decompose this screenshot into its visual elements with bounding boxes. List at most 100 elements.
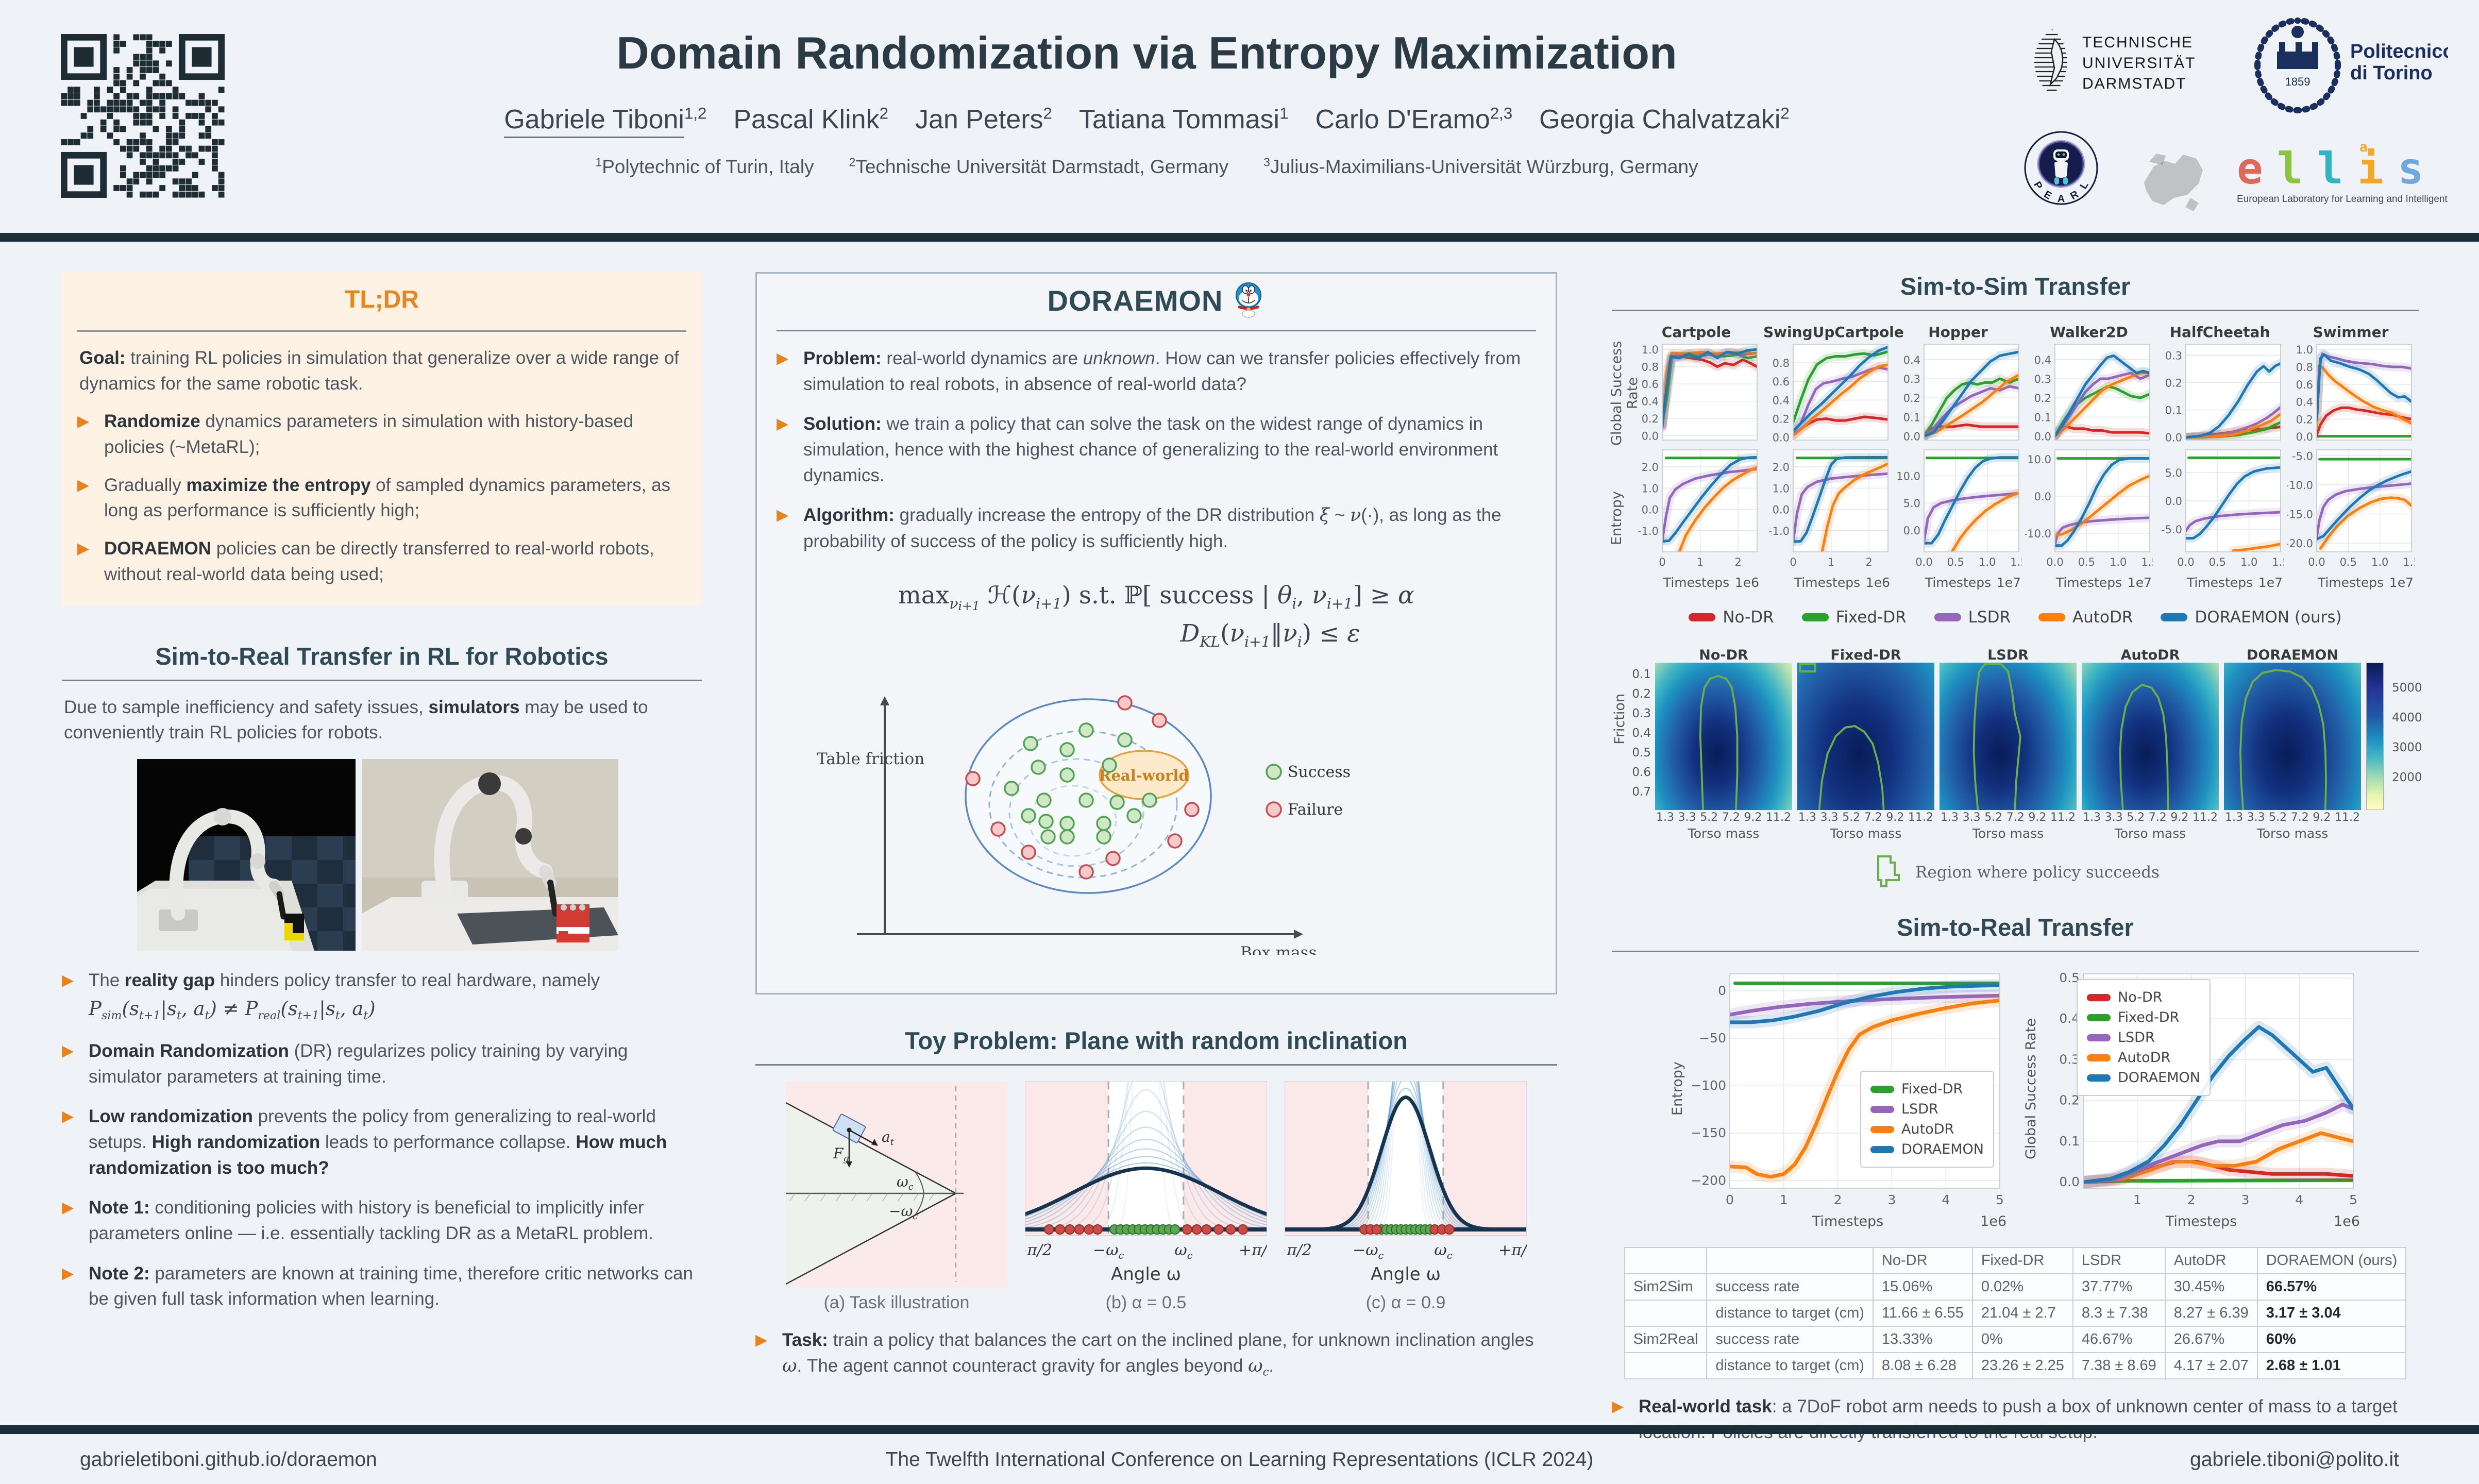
distribution-plot-alpha-09: −π/2 −ωc ωc +π/2 Angle ω [1274,1081,1537,1290]
table-row: Sim2Real success rate 13.33% 0% 46.67% 26.67%… [1624,1326,2407,1353]
region-legend-label: Region where policy succeeds [1915,863,2160,882]
heatmap-title: Fixed-DR [1830,647,1901,663]
svg-text:5: 5 [1996,1192,2004,1207]
robotics-intro: Due to sample inefficiency and safety is… [64,697,648,743]
svg-text:1.5: 1.5 [2010,556,2022,568]
section-title: Sim-to-Real Transfer in RL for Robotics [155,642,609,670]
svg-text:ωc: ωc [1174,1241,1192,1261]
contact-email: gabriele.tiboni@polito.it [2190,1448,2399,1471]
svg-text:0.4: 0.4 [1642,396,1659,408]
svg-text:i: i [2357,143,2384,194]
heatmap-lsdr: LSDR 1.3 3.3 5.2 7.2 9.2 11.2 Torso mass [1940,647,2077,841]
svg-text:0.2: 0.2 [2296,413,2313,426]
env-column-swimmer: Swimmer 0.0 0.2 0.4 0.6 0.8 1.0 -20.0 -15.0 -10.0… [2285,324,2420,590]
distribution-plot-alpha-05: −π/2 −ωc ωc +π/2 Angle ω [1014,1081,1277,1290]
svg-text:0.8: 0.8 [1773,357,1790,369]
svg-text:10.0: 10.0 [2027,453,2051,466]
svg-text:2: 2 [1834,1192,1842,1207]
affiliation: 1Polytechnic of Turin, Italy [595,156,814,178]
env-title: HalfCheetah [2169,324,2270,341]
svg-text:0.3: 0.3 [2059,1052,2080,1067]
svg-text:0.1: 0.1 [2059,1134,2080,1149]
legend-item: Fixed-DR [1801,608,1907,627]
heatmap-colorbar [2366,663,2384,810]
region-legend: Region where policy succeeds [1612,854,2419,890]
success-rate-chart: Global Success Rate 0.0 0.1 0.2 0.3 0.4 0.5 1 2 3… [2023,968,2361,1229]
svg-text:0: 0 [1726,1192,1734,1207]
legend-swatch-icon [1934,613,1961,621]
x-axis-label: Timesteps 1e6 [1663,575,1759,590]
legend-item: LSDR [1934,608,2011,627]
svg-text:1.0: 1.0 [2240,556,2257,568]
svg-text:l: l [2277,143,2303,194]
svg-text:0.8: 0.8 [2296,361,2313,374]
svg-text:-15.0: -15.0 [2287,508,2313,520]
tldr-goal: Goal: training RL policies in simulation… [79,348,680,394]
bullet-arrow-icon: ▶ [777,507,789,524]
svg-text:1.5: 1.5 [2141,556,2153,568]
bullet-arrow-icon: ▶ [62,1042,74,1059]
authors-line: Gabriele Tiboni1,2 Pascal Klink2 Jan Peter… [289,104,2005,138]
y-axis-label: Global Success Rate [2023,1018,2039,1159]
affiliation: 3Julius-Maximilians-Universität Würzburg… [1263,156,1698,178]
svg-text:-20.0: -20.0 [2287,537,2313,550]
middle-column: DORAEMON ▶ Problem: real-world dynamics a… [755,272,1557,1380]
svg-text:4: 4 [1942,1192,1950,1207]
svg-text:0.1: 0.1 [2034,411,2051,424]
svg-text:5: 5 [2349,1192,2357,1207]
y-axis-label: Entropy [1609,491,1625,546]
svg-text:European Laboratory for Learni: European Laboratory for Learning and Int… [2237,194,2448,205]
x-axis-label: Timesteps 1e7 [2055,575,2152,590]
svg-text:0.2: 0.2 [2059,1093,2080,1108]
formula-line-1: maxνi+1 ℋ(νi+1) s.t. ℙ[ success | θi, νi… [898,581,1414,613]
env-column-halfcheetah: HalfCheetah 0.0 0.1 0.2 0.3 -5.0 0.0 5.0 0.0 0.5 1… [2156,324,2289,590]
caption-c: (c) α = 0.9 [1365,1293,1446,1312]
bullet-arrow-icon: ▶ [62,1264,74,1282]
divider [755,1064,1557,1066]
legend-swatch-icon [2161,613,2188,621]
author-name: Gabriele Tiboni1,2 [504,105,706,138]
svg-text:L: L [2078,180,2090,191]
table-row: distance to target (cm) 11.66 ± 6.55 21.04… [1624,1300,2407,1327]
env-title: Cartpole [1661,324,1731,341]
svg-text:1: 1 [2133,1192,2141,1207]
qr-code [61,34,225,198]
svg-text:0.5: 0.5 [2340,556,2357,568]
env-column-walker2d: Walker2D 0.0 0.1 0.2 0.3 0.4 -10.0 0.0 10.0 0.0 0.… [2023,324,2158,590]
svg-text:0.0: 0.0 [1903,431,1920,443]
table-col-header: AutoDR [2164,1247,2258,1274]
bullet-item: ▶ Solution: we train a policy that can so… [777,411,1536,488]
sim2sim-chart-grid: Global Success Rate Entropy Cartpole 0.0 0… [1609,324,2420,598]
table-row: distance to target (cm) 8.08 ± 6.28 23.26 … [1624,1352,2407,1379]
svg-text:2: 2 [1866,556,1873,568]
x-axis-label: Timesteps 1e7 [1925,575,2021,590]
svg-text:0.4: 0.4 [1903,354,1920,366]
svg-text:TECHNISCHE: TECHNISCHE [2082,34,2193,51]
svg-text:0.5: 0.5 [1947,556,1964,568]
svg-text:1.0: 1.0 [2371,556,2388,568]
svg-text:0.4: 0.4 [2059,1011,2080,1026]
heatmap-title: LSDR [1987,647,2029,663]
svg-text:4: 4 [2295,1192,2303,1207]
heatmap-yticks: 0.1 0.2 0.3 0.4 0.5 0.6 0.7 [1632,668,1651,799]
divider [62,679,702,681]
bullet-item: ▶ Problem: real-world dynamics are unknow… [777,346,1536,397]
svg-text:0.0: 0.0 [2296,431,2313,443]
svg-text:0.4: 0.4 [1773,394,1790,407]
formula-line-2: DKL(νi+1‖νi) ≤ ε [1180,619,1360,650]
tldr-title: TL;DR [345,286,419,313]
legend-item: DORAEMON (ours) [2161,608,2342,627]
svg-text:0.3: 0.3 [2165,349,2182,362]
svg-text:s: s [2398,143,2424,194]
svg-text:0.0: 0.0 [1915,556,1932,568]
svg-text:-5.0: -5.0 [2292,450,2313,462]
bullet-item: ▶ Note 1: conditioning policies with hist… [62,1195,702,1246]
affiliations-line: 1Polytechnic of Turin, Italy 2Technische … [289,156,2005,178]
poster-title: Domain Randomization via Entropy Maximiz… [616,27,1677,78]
svg-text:0.6: 0.6 [1773,376,1790,388]
svg-text:-10.0: -10.0 [2287,479,2313,492]
svg-text:0.0: 0.0 [1642,504,1659,516]
divider [777,330,1536,331]
